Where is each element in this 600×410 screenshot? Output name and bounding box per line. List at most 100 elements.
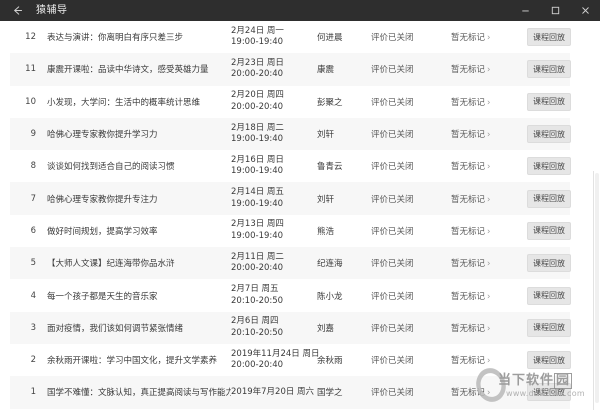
course-title[interactable]: 表达与演讲：你离明白有序只差三步 [47, 33, 184, 44]
course-list-panel[interactable]: 12 表达与演讲：你离明白有序只差三步 2月24日 周一 19:00-19:40 何进晨… [0, 21, 600, 410]
course-replay-button[interactable]: 课程回放 [527, 189, 571, 208]
course-replay-button[interactable]: 课程回放 [527, 157, 571, 176]
course-title[interactable]: 【大师人文课】纪连海带你品水浒 [47, 259, 175, 270]
teacher-name: 刘轩 [317, 194, 335, 205]
table-row[interactable]: 7 哈佛心理专家教你提升专注力 2月14日 周五 19:00-19:40 刘轩 评价已关闭… [10, 182, 571, 215]
table-row[interactable]: 6 做好时间规划，提高学习效率 2月13日 周四 19:00-19:40 熊浩 评价已关闭… [10, 214, 571, 248]
chevron-right-icon: › [487, 65, 491, 76]
table-row[interactable]: 8 谈谈如何找到适合自己的阅读习惯 2月16日 周日 19:00-19:40 鲁青云 评价… [10, 150, 571, 183]
chevron-right-icon: › [487, 356, 491, 367]
vertical-scrollbar-track[interactable] [593, 171, 599, 410]
row-index: 3 [30, 322, 36, 333]
teacher-name: 国学之 [317, 388, 343, 399]
table-row[interactable]: 3 面对疫情，我们该如何调节紧张情绪 2月6日 周四 20:10-20:50 刘嘉 评价已… [10, 311, 571, 344]
mark-link[interactable]: 暂无标记 › [451, 63, 527, 75]
course-replay-button[interactable]: 课程回放 [527, 221, 571, 240]
title-bar: 猿辅导 [0, 0, 600, 21]
course-title[interactable]: 哈佛心理专家教你提升学习力 [47, 130, 158, 141]
course-schedule: 2月13日 周四 19:00-19:40 [231, 219, 309, 242]
evaluation-status: 评价已关闭 [371, 259, 414, 270]
course-date: 2月11日 周二 [231, 251, 284, 262]
row-index: 11 [25, 64, 36, 75]
close-button[interactable] [570, 0, 600, 21]
teacher-name: 彭聚之 [317, 97, 343, 108]
table-row[interactable]: 10 小发现，大学问：生活中的概率统计思维 2月20日 周四 20:00-20:40 彭… [10, 85, 571, 118]
mark-link[interactable]: 暂无标记 › [451, 257, 527, 269]
chevron-right-icon: › [487, 194, 491, 205]
row-actions: 课程回放 [527, 92, 589, 111]
course-replay-button[interactable]: 课程回放 [527, 92, 571, 111]
minimize-icon [521, 10, 529, 12]
course-title[interactable]: 国学不难懂：文脉认知，真正提高阅读与写作能力 [47, 388, 231, 399]
mark-link[interactable]: 暂无标记 › [451, 31, 527, 43]
course-time-range: 19:00-19:40 [231, 37, 284, 48]
mark-label: 暂无标记 [451, 356, 486, 367]
course-replay-button[interactable]: 课程回放 [527, 254, 571, 273]
course-schedule: 2019年11月24日 周日 20:00-20:40 [231, 348, 320, 372]
mark-link[interactable]: 暂无标记 › [451, 225, 527, 237]
course-date: 2月20日 周四 [231, 90, 284, 101]
course-schedule: 2月18日 周二 19:00-19:40 [231, 123, 309, 146]
course-replay-button[interactable]: 课程回放 [527, 318, 571, 337]
course-title[interactable]: 每一个孩子都是天生的音乐家 [47, 291, 158, 302]
vertical-scrollbar-thumb[interactable] [595, 173, 599, 403]
row-actions: 课程回放 [527, 60, 589, 79]
row-actions: 课程回放 [527, 125, 589, 144]
course-time-range: 20:10-20:50 [231, 327, 284, 338]
course-title[interactable]: 哈佛心理专家教你提升专注力 [47, 194, 158, 205]
table-row[interactable]: 2 余秋雨开课啦：学习中国文化，提升文学素养 2019年11月24日 周日 20:00… [10, 343, 571, 377]
course-replay-button[interactable]: 课程回放 [527, 125, 571, 144]
course-title[interactable]: 康震开课啦：品读中华诗文，感受英雄力量 [47, 65, 209, 76]
arrow-left-icon [13, 6, 22, 15]
course-schedule: 2月7日 周五 20:10-20:50 [231, 284, 309, 307]
mark-link[interactable]: 暂无标记 › [451, 386, 527, 398]
course-schedule: 2月20日 周四 20:00-20:40 [231, 90, 309, 113]
row-actions: 课程回放 [527, 318, 589, 337]
evaluation-status: 评价已关闭 [371, 291, 414, 302]
evaluation-status: 评价已关闭 [371, 97, 414, 108]
mark-link[interactable]: 暂无标记 › [451, 96, 527, 108]
course-replay-button[interactable]: 课程回放 [527, 286, 571, 305]
chevron-right-icon: › [487, 130, 491, 141]
mark-link[interactable]: 暂无标记 › [451, 354, 527, 366]
teacher-name: 刘轩 [317, 130, 335, 141]
evaluation-status: 评价已关闭 [371, 388, 414, 399]
close-icon [581, 7, 589, 14]
row-actions: 课程回放 [527, 351, 589, 370]
table-row[interactable]: 11 康震开课啦：品读中华诗文，感受英雄力量 2月23日 周日 20:00-20:40… [10, 53, 571, 86]
table-row[interactable]: 5 【大师人文课】纪连海带你品水浒 2月11日 周二 20:00-20:40 纪连海 评价… [10, 247, 571, 280]
table-row[interactable]: 12 表达与演讲：你离明白有序只差三步 2月24日 周一 19:00-19:40 何进晨… [10, 21, 571, 54]
mark-label: 暂无标记 [451, 291, 486, 302]
course-replay-button[interactable]: 课程回放 [527, 60, 571, 79]
mark-link[interactable]: 暂无标记 › [451, 322, 527, 334]
mark-link[interactable]: 暂无标记 › [451, 290, 527, 302]
mark-label: 暂无标记 [451, 65, 486, 76]
mark-label: 暂无标记 [451, 323, 486, 334]
mark-link[interactable]: 暂无标记 › [451, 160, 527, 172]
row-index: 2 [30, 355, 36, 366]
course-time-range: 20:00-20:40 [231, 69, 284, 80]
course-replay-button[interactable]: 课程回放 [527, 351, 571, 370]
course-title[interactable]: 余秋雨开课啦：学习中国文化，提升文学素养 [47, 356, 218, 367]
table-row[interactable]: 1 国学不难懂：文脉认知，真正提高阅读与写作能力 2019年7月20日 周六 国学之 评… [10, 376, 571, 409]
course-title[interactable]: 谈谈如何找到适合自己的阅读习惯 [47, 162, 175, 173]
chevron-right-icon: › [487, 33, 491, 44]
course-title[interactable]: 做好时间规划，提高学习效率 [47, 226, 158, 237]
row-index: 5 [30, 258, 36, 269]
mark-link[interactable]: 暂无标记 › [451, 128, 527, 140]
course-replay-button[interactable]: 课程回放 [527, 383, 571, 402]
maximize-button[interactable] [540, 0, 570, 21]
table-row[interactable]: 4 每一个孩子都是天生的音乐家 2月7日 周五 20:10-20:50 陈小龙 评价已关闭… [10, 279, 571, 312]
minimize-button[interactable] [510, 0, 540, 21]
course-date: 2019年11月24日 周日 [231, 348, 320, 359]
course-title[interactable]: 小发现，大学问：生活中的概率统计思维 [47, 97, 201, 108]
table-row[interactable]: 9 哈佛心理专家教你提升学习力 2月18日 周二 19:00-19:40 刘轩 评价已关闭… [10, 117, 571, 151]
course-title[interactable]: 面对疫情，我们该如何调节紧张情绪 [47, 323, 184, 334]
row-actions: 课程回放 [527, 383, 589, 402]
course-list: 12 表达与演讲：你离明白有序只差三步 2月24日 周一 19:00-19:40 何进晨… [0, 21, 580, 409]
course-replay-button[interactable]: 课程回放 [527, 28, 571, 47]
mark-link[interactable]: 暂无标记 › [451, 193, 527, 205]
window-title: 猿辅导 [36, 5, 68, 16]
back-button[interactable] [0, 0, 34, 21]
course-time-range: 19:00-19:40 [231, 230, 284, 241]
